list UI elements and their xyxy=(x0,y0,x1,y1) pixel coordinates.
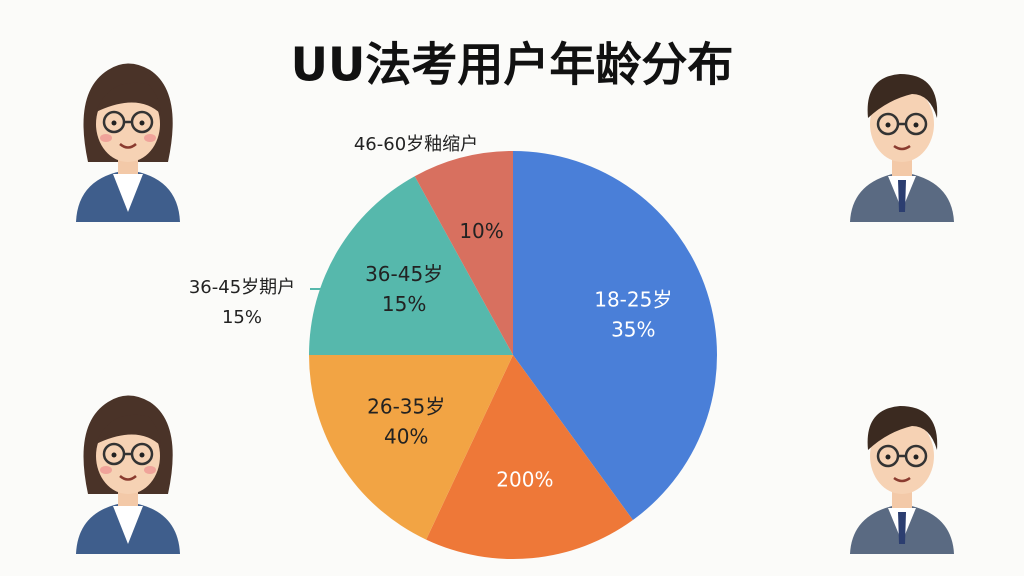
pie-slice xyxy=(513,151,717,521)
chart-title: UU法考用户年龄分布 xyxy=(291,38,734,92)
annotation: 46-60岁釉缩户 xyxy=(354,134,478,155)
avatar xyxy=(76,64,180,223)
slice-label: 26-35岁 xyxy=(367,394,445,418)
slice-value: 200% xyxy=(496,467,553,491)
pie-slice xyxy=(309,176,513,355)
avatar xyxy=(850,74,954,222)
slice-value: 40% xyxy=(384,424,428,448)
pie-slice xyxy=(426,355,633,559)
avatar xyxy=(76,396,180,555)
pie: 18-25岁 35% 200% 26-35岁 40% 36-45岁 15% 10% xyxy=(309,151,717,559)
slice-value: 10% xyxy=(459,219,503,243)
annotation: 36-45岁期户 xyxy=(189,277,295,298)
avatar xyxy=(850,406,954,554)
pie-slice xyxy=(414,151,513,355)
annotation: 15% xyxy=(222,307,262,328)
slice-label: 36-45岁 xyxy=(365,262,443,286)
slice-value: 15% xyxy=(382,292,426,316)
pie-slice xyxy=(309,355,513,540)
slice-value: 35% xyxy=(611,317,655,341)
slice-label: 18-25岁 xyxy=(594,287,672,311)
